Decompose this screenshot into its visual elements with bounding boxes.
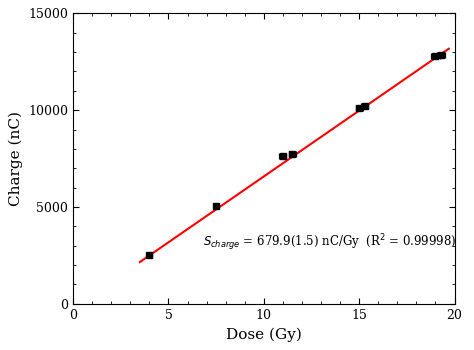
Text: $S_{charge}$ = 679.9(1.5) nC/Gy  (R$^{2}$ = 0.99998): $S_{charge}$ = 679.9(1.5) nC/Gy (R$^{2}$… <box>203 232 456 253</box>
Y-axis label: Charge (nC): Charge (nC) <box>9 111 23 206</box>
X-axis label: Dose (Gy): Dose (Gy) <box>226 327 302 342</box>
